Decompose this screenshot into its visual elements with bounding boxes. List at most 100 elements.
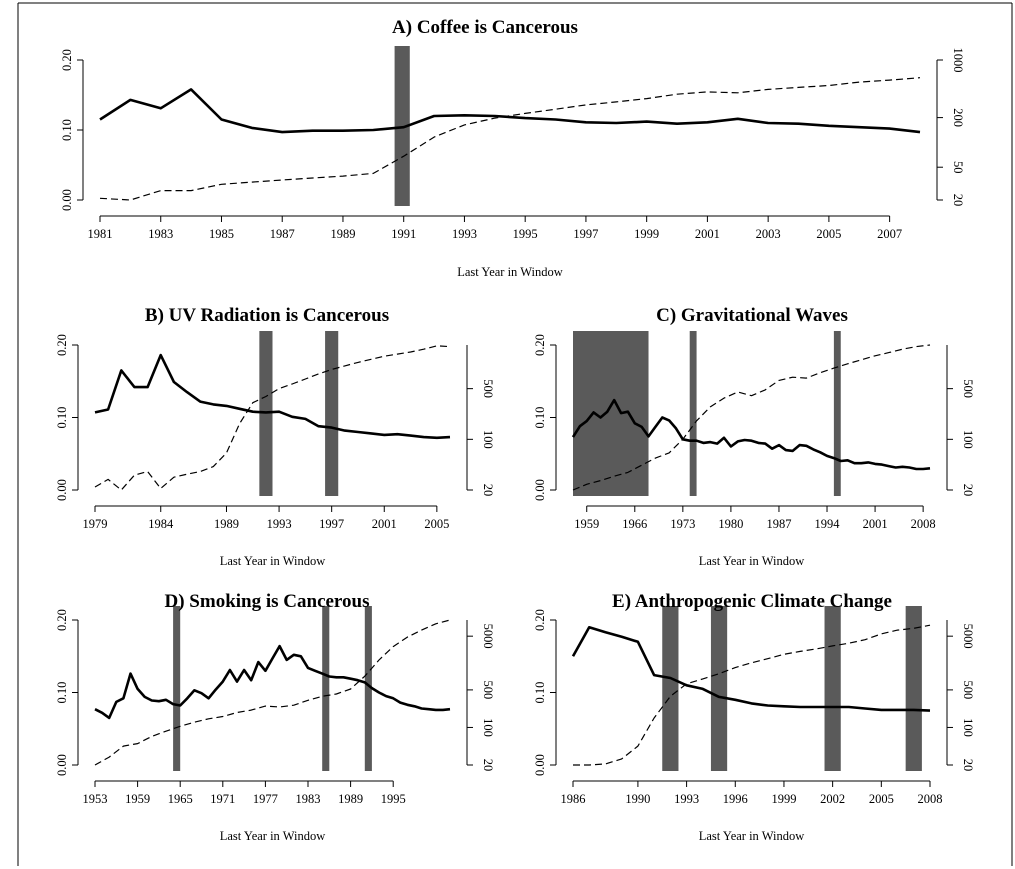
- x-axis-tick-label: 1993: [267, 517, 292, 531]
- panel-title: E) Anthropogenic Climate Change: [612, 591, 892, 612]
- x-axis-tick-label: 2001: [372, 517, 397, 531]
- x-axis-tick-label: 1996: [723, 792, 748, 806]
- left-axis-tick-label: 0.10: [533, 407, 547, 429]
- x-axis-tick-label: 1991: [391, 227, 416, 241]
- x-axis-tick-label: 1987: [270, 227, 295, 241]
- right-axis-tick-label: 500: [961, 379, 975, 398]
- shaded-period-3: [364, 606, 372, 771]
- right-axis-tick-label: 5000: [961, 624, 975, 649]
- shaded-period-2: [325, 331, 339, 496]
- right-axis-tick-label: 100: [961, 718, 975, 737]
- x-axis-tick-label: 1981: [88, 227, 113, 241]
- x-axis-tick-label: 1989: [214, 517, 239, 531]
- right-axis-tick-label: 20: [481, 484, 495, 497]
- x-axis-tick-label: 1987: [766, 517, 791, 531]
- shaded-period-2: [710, 606, 728, 771]
- left-axis-tick-label: 0.00: [533, 479, 547, 501]
- x-axis-tick-label: 2008: [918, 792, 943, 806]
- panel-A: A) Coffee is Cancerous 0.00 0.10 0.20 20 50 20…: [60, 17, 965, 279]
- x-axis-tick-label: 2008: [911, 517, 936, 531]
- right-axis-tick-label: 20: [951, 194, 965, 207]
- x-axis-tick-label: 1986: [561, 792, 586, 806]
- x-axis-tick-label: 1985: [209, 227, 234, 241]
- x-axis-tick-label: 1983: [148, 227, 173, 241]
- x-axis-tick-label: 2005: [869, 792, 894, 806]
- x-axis-tick-label: 2007: [877, 227, 902, 241]
- x-axis-tick-label: 2005: [424, 517, 449, 531]
- x-axis-tick-label: 1984: [148, 517, 174, 531]
- left-axis-tick-label: 0.20: [533, 334, 547, 356]
- left-axis-tick-label: 0.00: [60, 189, 74, 211]
- x-axis-tick-label: 1999: [634, 227, 659, 241]
- x-axis-tick-label: 1995: [513, 227, 538, 241]
- x-axis-tick-label: 1995: [381, 792, 406, 806]
- x-axis-tick-label: 2005: [816, 227, 841, 241]
- x-axis-tick-label: 1997: [319, 517, 344, 531]
- shaded-period-1: [173, 606, 181, 771]
- right-axis-tick-label: 500: [481, 681, 495, 700]
- x-axis-tick-label: 2003: [756, 227, 781, 241]
- right-axis-tick-label: 1000: [951, 48, 965, 73]
- x-axis-tick-label: 1979: [83, 517, 108, 531]
- shaded-period-1: [394, 46, 410, 206]
- x-axis-tick-label: 1965: [168, 792, 193, 806]
- x-axis-label: Last Year in Window: [699, 554, 805, 568]
- left-axis-tick-label: 0.10: [60, 119, 74, 141]
- x-axis-tick-label: 1959: [125, 792, 150, 806]
- x-axis-tick-label: 1999: [771, 792, 796, 806]
- panel-title: B) UV Radiation is Cancerous: [145, 305, 389, 326]
- series-dashed-line: [94, 619, 451, 766]
- left-axis-tick-label: 0.10: [55, 407, 69, 429]
- panel-E: E) Anthropogenic Climate Change 0.00 0.10 0…: [533, 591, 975, 843]
- series-solid-line: [571, 398, 931, 471]
- x-axis-tick-label: 2001: [695, 227, 720, 241]
- panel-B: B) UV Radiation is Cancerous 0.00 0.10 0.20…: [55, 305, 495, 568]
- right-axis-tick-label: 5000: [481, 624, 495, 649]
- panel-title: C) Gravitational Waves: [656, 305, 848, 326]
- series-solid-line: [94, 644, 451, 720]
- shaded-period-3: [824, 606, 841, 771]
- x-axis-tick-label: 1994: [815, 517, 841, 531]
- left-axis-tick-label: 0.20: [533, 609, 547, 631]
- left-axis-tick-label: 0.10: [533, 682, 547, 704]
- x-axis-tick-label: 1993: [674, 792, 699, 806]
- x-axis-label: Last Year in Window: [220, 829, 326, 843]
- right-axis-tick-label: 50: [951, 161, 965, 174]
- right-axis-tick-label: 100: [481, 430, 495, 449]
- series-solid-line: [94, 353, 451, 440]
- left-axis-tick-label: 0.20: [55, 334, 69, 356]
- x-axis-label: Last Year in Window: [220, 554, 326, 568]
- shaded-period-2: [689, 331, 697, 496]
- x-axis-tick-label: 1959: [574, 517, 599, 531]
- left-axis-tick-label: 0.20: [60, 49, 74, 71]
- left-axis-tick-label: 0.00: [55, 479, 69, 501]
- x-axis-tick-label: 1973: [670, 517, 695, 531]
- x-axis-tick-label: 2001: [863, 517, 888, 531]
- shaded-period-3: [833, 331, 841, 496]
- shaded-period-1: [573, 331, 649, 496]
- x-axis-tick-label: 1953: [83, 792, 108, 806]
- series-solid-line: [571, 625, 931, 712]
- x-axis-label: Last Year in Window: [457, 265, 563, 279]
- left-axis-tick-label: 0.20: [55, 609, 69, 631]
- x-axis-tick-label: 1990: [625, 792, 650, 806]
- x-axis-label: Last Year in Window: [699, 829, 805, 843]
- right-axis-tick-label: 100: [961, 430, 975, 449]
- series-dashed-line: [99, 77, 921, 201]
- x-axis-tick-label: 1989: [338, 792, 363, 806]
- right-axis-tick-label: 20: [961, 759, 975, 772]
- right-axis-tick-label: 20: [961, 484, 975, 497]
- x-axis-tick-label: 1983: [296, 792, 321, 806]
- right-axis-tick-label: 100: [481, 718, 495, 737]
- x-axis-tick-label: 1997: [573, 227, 598, 241]
- series-dashed-line: [572, 344, 931, 491]
- x-axis-tick-label: 1989: [330, 227, 355, 241]
- x-axis-tick-label: 2002: [820, 792, 845, 806]
- panel-title: A) Coffee is Cancerous: [392, 17, 578, 38]
- x-axis-tick-label: 1993: [452, 227, 477, 241]
- shaded-period-4: [905, 606, 922, 771]
- panel-C: C) Gravitational Waves 0.00 0.10 0.20 20 100 5…: [533, 305, 975, 568]
- x-axis-tick-label: 1980: [718, 517, 743, 531]
- right-axis-tick-label: 500: [961, 681, 975, 700]
